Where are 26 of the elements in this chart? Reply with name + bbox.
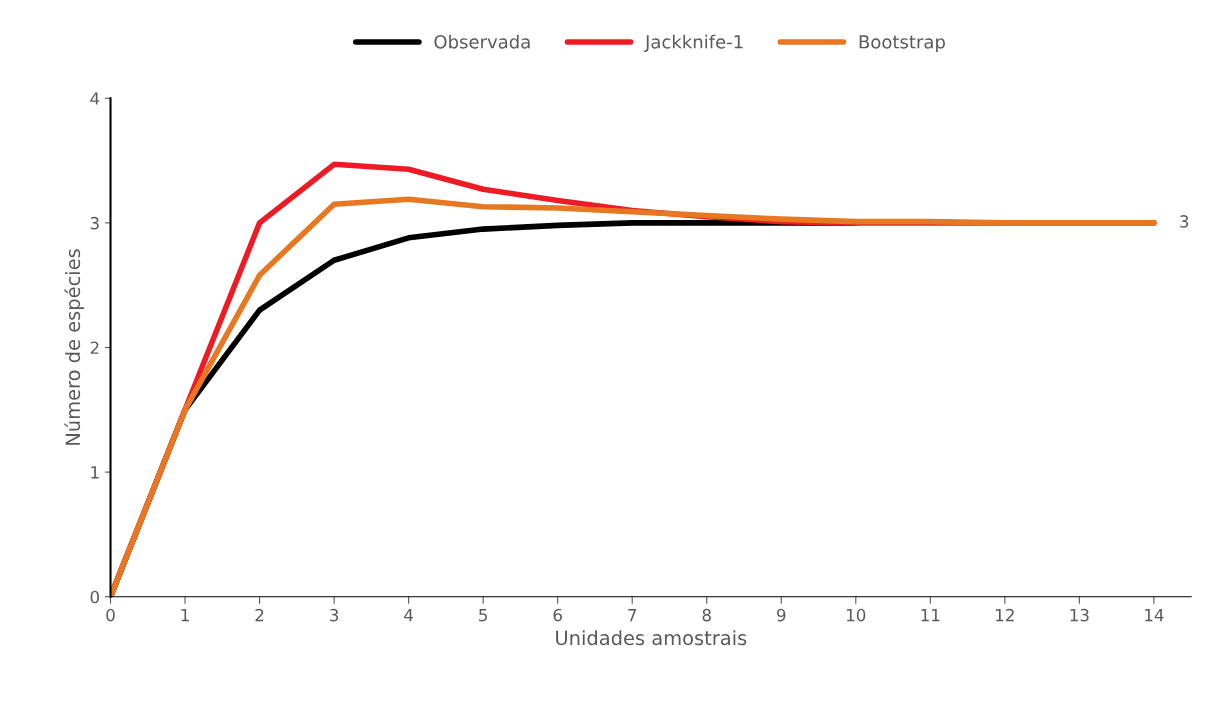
x-tick-label: 8 [702,608,711,622]
legend-label: Jackknife-1 [644,34,743,52]
x-axis-title: Unidades amostrais [556,630,747,646]
x-tick-label: 2 [255,608,264,622]
y-tick-label: 0 [90,590,99,604]
y-tick-label: 1 [91,466,99,479]
x-tick-label: 9 [777,608,786,622]
annotation: 3 [1180,215,1189,228]
x-tick-label: 5 [479,609,487,622]
y-tick-label: 4 [90,92,100,105]
x-tick-label: 10 [847,608,866,622]
y-tick-label: 3 [90,216,99,230]
x-tick-label: 0 [106,608,115,622]
legend-label: Bootstrap [859,35,945,53]
x-tick-label: 6 [553,608,562,622]
x-tick-label: 7 [628,609,637,622]
x-tick-label: 1 [181,609,189,622]
x-tick-label: 3 [330,608,339,622]
legend-label: Observada [434,34,530,49]
x-tick-label: 14 [1145,609,1164,622]
x-tick-label: 13 [1070,608,1089,622]
y-axis-title: Número de espécies [64,249,84,445]
x-tick-label: 11 [921,609,940,622]
x-tick-label: 4 [404,609,413,622]
y-tick-label: 2 [90,341,99,354]
x-tick-label: 12 [996,608,1014,622]
